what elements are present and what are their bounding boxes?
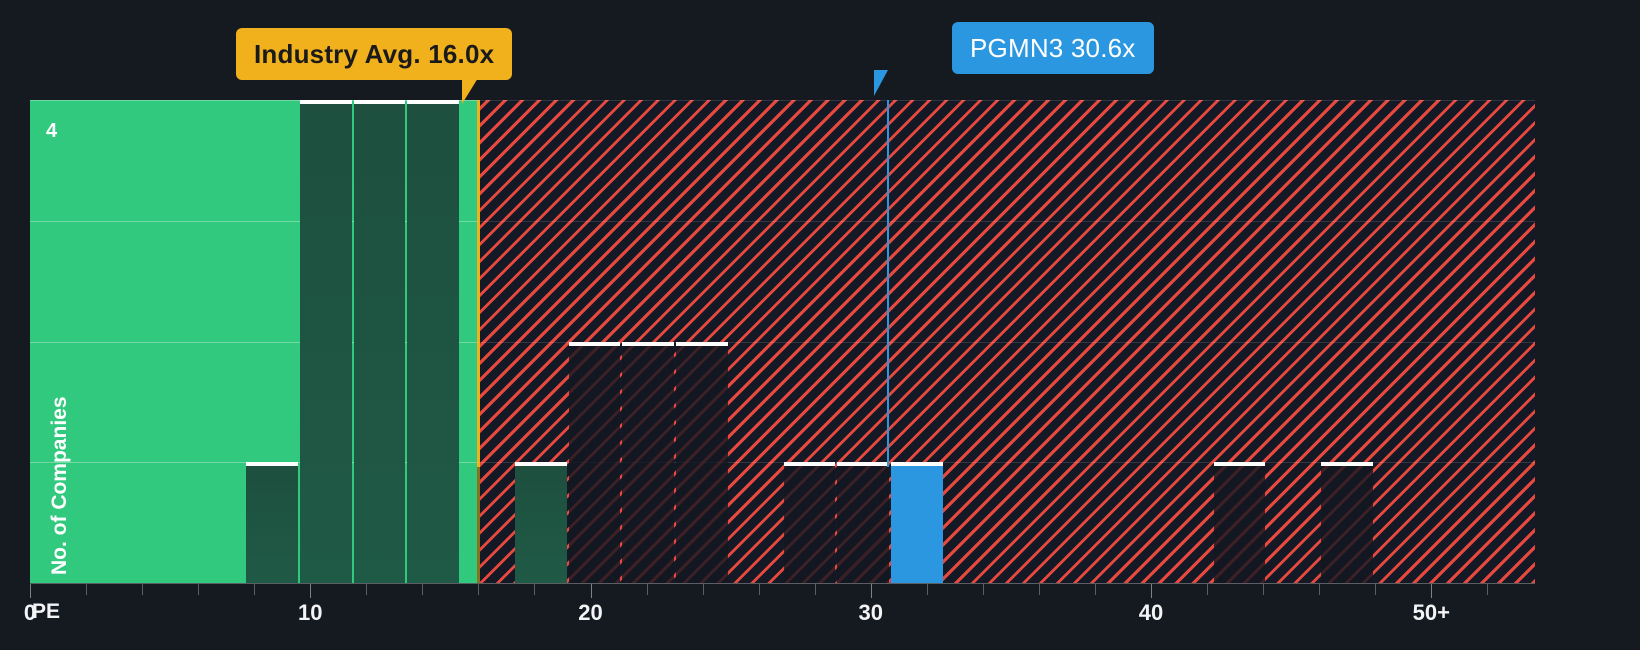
bar-cap <box>837 462 889 467</box>
histogram-bar[interactable] <box>1213 462 1266 583</box>
gridline <box>30 100 1535 101</box>
histogram-bar[interactable] <box>514 462 567 583</box>
x-tick-minor <box>1487 584 1489 595</box>
histogram-bar[interactable] <box>891 462 943 583</box>
gridline-green <box>30 341 479 343</box>
industry-average-callout-tail <box>462 78 481 104</box>
bar-cap <box>622 341 674 346</box>
x-axis-tick-label: 30 <box>858 600 884 625</box>
x-tick-minor <box>646 584 648 595</box>
bar-body <box>299 104 352 583</box>
bar-cap <box>353 100 406 104</box>
x-tick-major <box>590 584 592 598</box>
x-axis-tick-label: 0 <box>23 600 37 625</box>
gridline-green <box>30 220 479 222</box>
histogram-bar[interactable] <box>837 462 889 583</box>
x-tick-minor <box>1375 584 1377 595</box>
histogram-bar[interactable] <box>246 462 298 583</box>
x-tick-minor <box>198 584 200 595</box>
gridline-green <box>30 100 479 101</box>
bar-body <box>837 466 889 583</box>
industry-average-callout-label: Industry Avg. 16.0x <box>254 38 495 69</box>
y-axis-label: No. of Companies <box>48 396 71 575</box>
bar-body <box>1213 466 1266 583</box>
bar-cap <box>568 341 621 346</box>
histogram-bar[interactable] <box>622 341 674 583</box>
bar-body <box>407 104 459 583</box>
gridline <box>30 341 1535 343</box>
x-tick-minor <box>478 584 480 595</box>
x-tick-minor <box>1319 584 1321 595</box>
bar-body <box>622 345 674 583</box>
company-pe-line <box>886 100 889 467</box>
company-callout-tail <box>873 70 890 96</box>
x-tick-minor <box>254 584 256 595</box>
x-tick-major <box>870 584 872 598</box>
gridline <box>30 220 1535 222</box>
x-tick-major <box>30 584 31 598</box>
y-axis-top-value: 4 <box>46 120 58 142</box>
histogram-bar[interactable] <box>407 100 459 583</box>
bar-body <box>1321 466 1373 583</box>
x-tick-major <box>1431 584 1433 598</box>
x-tick-minor <box>366 584 368 595</box>
x-tick-minor <box>142 584 144 595</box>
gridline <box>30 462 1535 464</box>
bar-cap <box>783 462 836 467</box>
bar-cap <box>407 100 459 104</box>
plot-area <box>30 100 1535 583</box>
bar-body <box>676 345 728 583</box>
x-tick-minor <box>86 584 88 595</box>
x-tick-major <box>1151 584 1153 598</box>
x-tick-minor <box>926 584 928 595</box>
bar-cap <box>1213 462 1266 467</box>
x-tick-minor <box>1038 584 1040 595</box>
histogram-bar[interactable] <box>1321 462 1373 583</box>
x-axis-tick-label: 10 <box>298 600 323 625</box>
x-tick-minor <box>1094 584 1096 595</box>
company-callout[interactable]: PGMN3 30.6x <box>952 22 1154 74</box>
bar-body <box>568 345 621 583</box>
bar-cap <box>514 462 567 467</box>
histogram-bar[interactable] <box>353 100 406 583</box>
bar-cap <box>891 462 943 467</box>
x-tick-minor <box>1263 584 1265 595</box>
histogram-bar[interactable] <box>568 341 621 583</box>
industry-average-line <box>477 100 481 467</box>
bar-cap <box>1321 462 1373 467</box>
bar-body <box>353 104 406 583</box>
histogram-bar[interactable] <box>676 341 728 583</box>
x-tick-minor <box>422 584 424 595</box>
bar-cap <box>299 100 352 104</box>
x-axis-line <box>30 583 1535 584</box>
x-tick-minor <box>982 584 984 595</box>
bar-body <box>514 466 567 583</box>
histogram-bar[interactable] <box>299 100 352 583</box>
histogram-bar[interactable] <box>783 462 836 583</box>
bar-body <box>783 466 836 583</box>
x-tick-minor <box>702 584 704 595</box>
bar-body <box>246 466 298 583</box>
company-callout-label: PGMN3 30.6x <box>970 32 1136 63</box>
x-axis-tick-label: 50+ <box>1412 600 1450 625</box>
bar-body <box>891 466 943 583</box>
x-axis-tick-label: 20 <box>578 600 603 625</box>
x-axis-tick-label: 40 <box>1138 600 1164 625</box>
x-tick-major <box>310 584 312 598</box>
bar-cap <box>246 462 298 467</box>
x-axis-prefix-label: PE <box>32 600 61 623</box>
x-tick-minor <box>814 584 816 595</box>
industry-average-line-lower <box>477 467 481 583</box>
x-tick-minor <box>534 584 536 595</box>
x-tick-minor <box>758 584 760 595</box>
industry-average-callout[interactable]: Industry Avg. 16.0x <box>236 28 513 80</box>
x-tick-minor <box>1207 584 1209 595</box>
bar-cap <box>676 341 728 346</box>
